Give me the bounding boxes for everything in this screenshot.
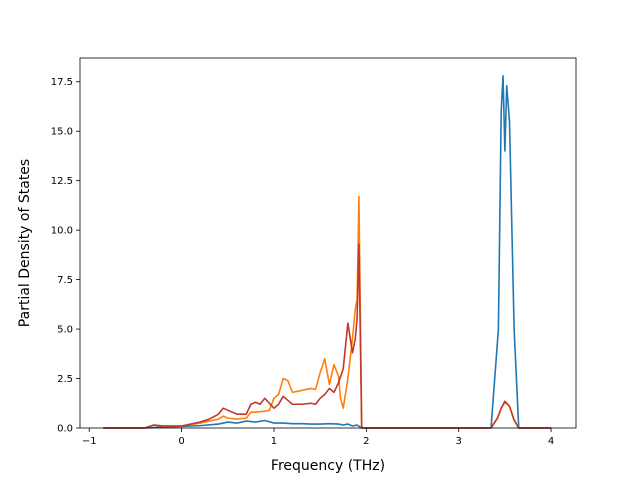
- y-tick-label: 5.0: [57, 325, 73, 336]
- x-tick-label: 4: [548, 436, 554, 447]
- y-axis-label: Partial Density of States: [17, 159, 33, 327]
- y-tick-label: 17.5: [51, 77, 73, 88]
- plot-frame: [79, 57, 577, 429]
- x-tick-label: 3: [456, 436, 462, 447]
- x-tick-label: 0: [178, 436, 184, 447]
- y-tick-label: 15.0: [51, 127, 73, 138]
- x-tick-label: −1: [82, 436, 97, 447]
- y-tick-label: 10.0: [51, 226, 73, 237]
- series-line-1: [103, 75, 552, 429]
- y-axis: 0.0 2.5 5.0 7.5 10.0 12.5 15.0 17.5: [51, 77, 80, 435]
- x-axis: −1 0 1 2 3 4: [82, 428, 554, 447]
- y-tick-label: 2.5: [57, 374, 73, 385]
- x-tick-label: 2: [363, 436, 369, 447]
- y-tick-label: 12.5: [51, 176, 73, 187]
- x-axis-label: Frequency (THz): [271, 458, 385, 474]
- x-tick-label: 1: [271, 436, 277, 447]
- y-tick-label: 7.5: [57, 275, 73, 286]
- y-tick-label: 0.0: [57, 424, 73, 435]
